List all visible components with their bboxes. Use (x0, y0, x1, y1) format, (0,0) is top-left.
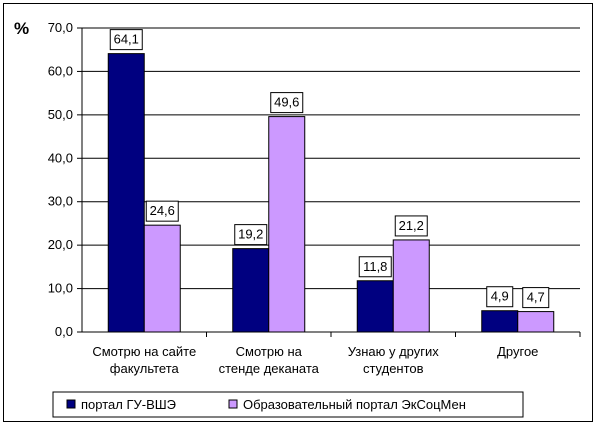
category-label: Смотрю на сайте (92, 344, 196, 359)
data-label: 49,6 (274, 95, 299, 110)
y-tick-label: 20,0 (48, 237, 73, 252)
category-label: Узнаю у других (348, 344, 440, 359)
data-label: 4,7 (527, 290, 545, 305)
category-label: факультета (110, 361, 180, 376)
category-label: студентов (363, 361, 424, 376)
legend-swatch (66, 399, 76, 409)
y-tick-label: 50,0 (48, 107, 73, 122)
data-label: 24,6 (150, 203, 175, 218)
data-label: 19,2 (238, 227, 263, 242)
bar (232, 248, 270, 333)
category-label: стенде деканата (219, 361, 320, 376)
y-tick-label: 30,0 (48, 194, 73, 209)
y-tick-label: 40,0 (48, 150, 73, 165)
y-tick-label: 0,0 (55, 324, 73, 339)
y-tick-label: 60,0 (48, 63, 73, 78)
data-label-box (358, 256, 392, 278)
data-label: 11,8 (363, 259, 387, 274)
bar (143, 224, 181, 333)
data-label-box (270, 92, 304, 114)
y-unit-label: % (14, 19, 29, 38)
data-label-box (522, 287, 550, 309)
legend-swatch (228, 399, 238, 409)
bar (392, 239, 430, 333)
bar (268, 116, 306, 333)
data-label-box (145, 200, 179, 222)
y-tick-label: 70,0 (48, 20, 73, 35)
category-label: Другое (497, 344, 538, 359)
data-label: 21,2 (399, 218, 424, 233)
bar (107, 53, 145, 333)
legend-label: Образовательный портал ЭкСоцМен (243, 397, 466, 412)
data-label: 64,1 (114, 32, 139, 47)
bar (481, 310, 519, 333)
legend (52, 391, 524, 418)
data-label-box (234, 224, 268, 246)
data-label: 4,9 (491, 289, 509, 304)
legend-label: портал ГУ-ВШЭ (81, 397, 176, 412)
data-label-box (394, 215, 428, 237)
category-label: Смотрю на (236, 344, 303, 359)
data-label-box (109, 29, 143, 51)
bar (517, 311, 555, 333)
bar (356, 280, 394, 333)
data-label-box (486, 286, 514, 308)
y-tick-label: 10,0 (48, 281, 73, 296)
